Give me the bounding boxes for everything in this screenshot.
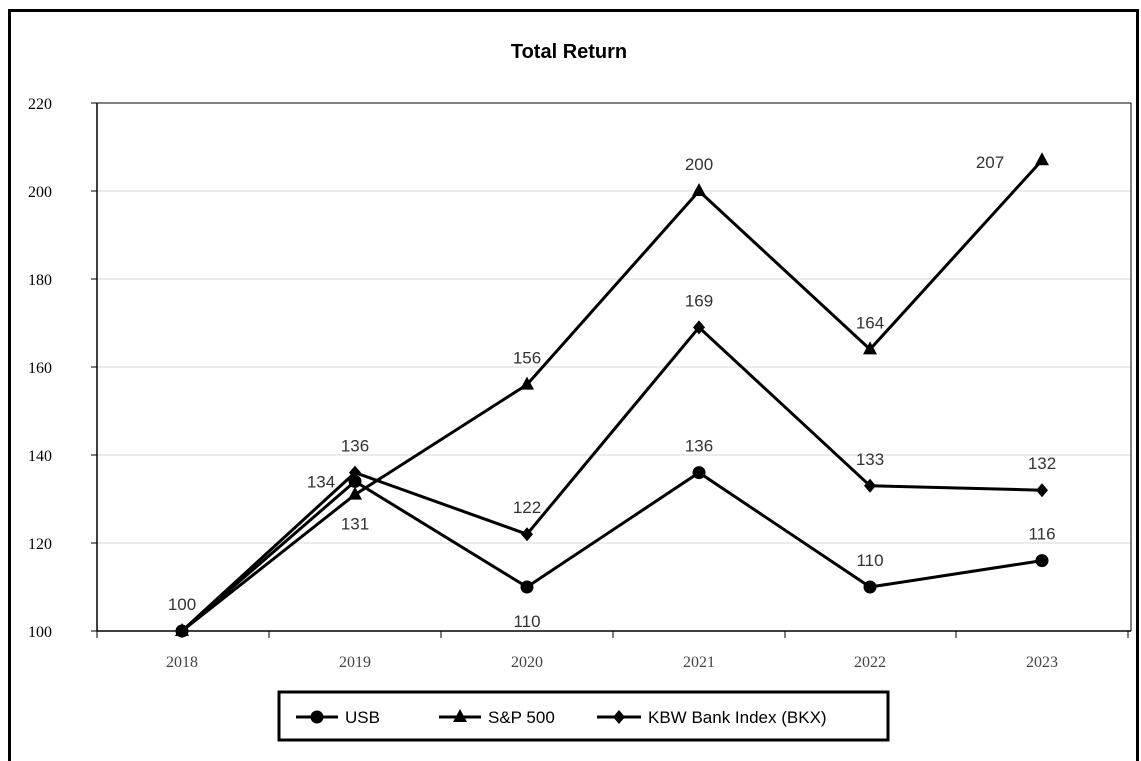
data-label-kbw-bank-index-bkx: 132 [1028, 454, 1056, 473]
data-label-usb: 100 [168, 595, 196, 614]
data-point-s-p-500 [1035, 152, 1049, 166]
data-point-kbw-bank-index-bkx [349, 465, 361, 480]
data-label-usb: 134 [307, 472, 335, 491]
chart-title: Total Return [511, 41, 627, 63]
x-tick-label: 2022 [854, 654, 886, 671]
data-point-s-p-500 [863, 341, 877, 355]
legend-label-usb: USB [345, 708, 380, 727]
x-tick-label: 2019 [339, 654, 371, 671]
data-label-s-p-500: 207 [976, 153, 1004, 172]
data-label-usb: 136 [685, 437, 713, 456]
data-label-usb: 110 [856, 551, 883, 570]
data-point-kbw-bank-index-bkx [693, 320, 705, 335]
data-label-usb: 116 [1028, 525, 1055, 544]
data-point-s-p-500 [348, 486, 362, 500]
legend-label-kbw-bank-index-bkx: KBW Bank Index (BKX) [648, 708, 827, 727]
y-tick-label: 220 [28, 96, 52, 113]
y-tick-label: 120 [28, 536, 52, 553]
series-line-kbw-bank-index-bkx [180, 325, 1043, 633]
data-point-kbw-bank-index-bkx [1036, 483, 1048, 498]
data-label-kbw-bank-index-bkx: 169 [685, 291, 713, 310]
legend-label-s-p-500: S&P 500 [488, 708, 555, 727]
x-tick-label: 2021 [683, 654, 715, 671]
data-point-usb [520, 580, 534, 594]
y-tick-label: 100 [28, 624, 52, 641]
data-point-kbw-bank-index-bkx [864, 478, 876, 493]
chart-frame [8, 9, 1139, 761]
data-label-usb: 110 [513, 612, 540, 631]
data-label-s-p-500: 200 [685, 155, 713, 174]
data-point-kbw-bank-index-bkx [521, 527, 533, 542]
data-label-kbw-bank-index-bkx: 136 [341, 437, 369, 456]
legend-marker-s-p-500 [453, 709, 467, 722]
data-label-s-p-500: 131 [341, 515, 369, 534]
series-line-s-p-500 [181, 159, 1044, 633]
x-tick-label: 2023 [1026, 654, 1058, 671]
y-tick-label: 140 [28, 448, 52, 465]
data-point-usb [1035, 554, 1049, 568]
legend-box [277, 690, 890, 742]
data-point-usb [348, 474, 362, 488]
data-label-s-p-500: 164 [856, 313, 884, 332]
legend-marker-kbw-bank-index-bkx [613, 710, 625, 724]
x-tick-label: 2020 [511, 654, 543, 671]
data-point-s-p-500 [520, 376, 534, 390]
data-label-kbw-bank-index-bkx: 122 [513, 498, 541, 517]
y-tick-label: 180 [28, 272, 52, 289]
data-label-s-p-500: 156 [513, 349, 541, 368]
data-point-usb [863, 580, 877, 594]
data-point-usb [692, 466, 706, 480]
data-point-kbw-bank-index-bkx [176, 624, 188, 638]
legend-marker-usb [310, 710, 324, 724]
series-line-usb [181, 470, 1043, 633]
data-label-kbw-bank-index-bkx: 133 [856, 450, 884, 469]
x-tick-label: 2018 [166, 654, 198, 671]
y-tick-label: 200 [28, 184, 52, 201]
data-point-s-p-500 [692, 183, 706, 196]
y-tick-label: 160 [28, 360, 52, 377]
